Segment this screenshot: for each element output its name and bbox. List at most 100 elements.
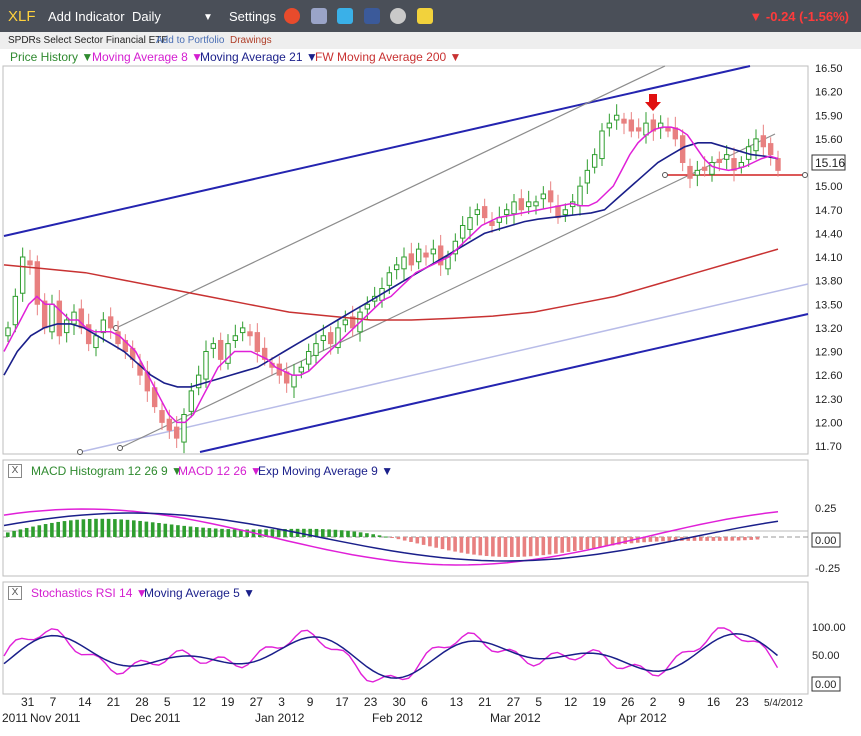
candle (591, 154, 598, 168)
legend-ma200[interactable]: FW Moving Average 200 ▼ (315, 50, 462, 64)
x-tick-label: 2 (650, 695, 657, 709)
candle (239, 327, 246, 334)
macd-histogram-bar (535, 537, 539, 556)
add-indicator-button[interactable]: Add Indicator (48, 9, 125, 24)
macd-histogram-bar (415, 537, 420, 544)
macd-histogram-bar (62, 521, 67, 537)
candle (562, 209, 569, 215)
candle (63, 319, 70, 334)
legend-ma21[interactable]: Moving Average 21 ▼ (200, 50, 318, 64)
macd-histogram-bar (459, 537, 464, 553)
candle (305, 351, 312, 365)
candle (56, 300, 63, 337)
macd-histogram-bar (213, 528, 218, 537)
macd-histogram-bar (132, 520, 136, 537)
candle (188, 390, 195, 412)
macd-histogram-bar (730, 537, 735, 541)
legend-macd[interactable]: MACD 12 26 ▼ (178, 464, 262, 478)
x-tick-label: 16 (707, 695, 721, 709)
note-icon[interactable] (417, 8, 433, 24)
legend-ma8[interactable]: Moving Average 8 ▼ (92, 50, 204, 64)
macd-histogram-bar (163, 523, 168, 537)
candle (723, 154, 730, 160)
candle (41, 300, 48, 329)
candle (217, 339, 224, 360)
alarm-clock-icon[interactable] (284, 8, 300, 24)
legend-stoch-ma5[interactable]: Moving Average 5 ▼ (144, 586, 256, 600)
macd-histogram-bar (673, 537, 678, 541)
price-change: ▼ -0.24 (-1.56%) (749, 9, 849, 24)
macd-histogram-bar (31, 526, 35, 537)
candle (423, 252, 429, 258)
macd-histogram-bar (327, 529, 331, 537)
candle (408, 253, 415, 266)
candle (467, 217, 473, 230)
last-price-box (811, 154, 846, 171)
y-tick-label: 16.20 (815, 87, 843, 99)
y-tick-label: 14.70 (815, 205, 843, 217)
twitter-icon[interactable] (337, 8, 353, 24)
x-tick-label: 13 (450, 695, 464, 709)
candle (100, 319, 107, 334)
candle (195, 374, 202, 389)
macd-histogram-bar (579, 537, 583, 551)
x-tick-label: 12 (192, 695, 206, 709)
add-to-portfolio-link[interactable]: Add to Portfolio (156, 35, 225, 46)
candle (577, 185, 583, 207)
legend-macd-histogram[interactable]: MACD Histogram 12 26 9 ▼ (31, 464, 183, 478)
candle (166, 418, 173, 431)
ma21-line (3, 142, 779, 388)
macd-histogram-bar (409, 537, 413, 542)
candle (210, 343, 217, 349)
x-month-label: Feb 2012 (372, 711, 423, 725)
candle (540, 193, 547, 200)
candle (415, 248, 422, 263)
stoch-ma-line (3, 633, 778, 679)
settings-button[interactable]: Settings (229, 9, 276, 24)
down-arrow-marker (645, 94, 661, 111)
symbol-label[interactable]: XLF (8, 8, 36, 25)
y-tick-label: 12.00 (815, 417, 843, 429)
macd-histogram-bar (755, 537, 760, 540)
close-stoch-icon[interactable]: X (8, 586, 22, 600)
people-icon[interactable] (390, 8, 406, 24)
candle (694, 169, 701, 176)
candle (107, 316, 114, 329)
macd-histogram-bar (736, 537, 741, 541)
drawings-link[interactable]: Drawings (230, 35, 272, 46)
stoch-last-box (811, 676, 841, 692)
macd-histogram-bar (176, 525, 180, 537)
macd-histogram-bar (207, 528, 212, 537)
macd-histogram-bar (497, 537, 501, 557)
macd-histogram-bar (510, 537, 514, 557)
macd-histogram-bar (270, 529, 275, 537)
x-tick-label: 12 (564, 695, 578, 709)
macd-histogram-bar (371, 534, 375, 537)
candle (709, 162, 715, 175)
candle (753, 138, 759, 152)
period-select[interactable]: Daily (132, 9, 161, 24)
macd-histogram-bar (314, 528, 319, 537)
candle (5, 327, 11, 337)
macd-histogram-bar (428, 537, 432, 547)
ma200-line (3, 248, 779, 321)
stoch-last-value: 0.00 (815, 679, 836, 691)
light-trend-line (79, 283, 809, 453)
period-caret-icon[interactable]: ▼ (203, 12, 213, 23)
facebook-icon[interactable] (364, 8, 380, 24)
macd-histogram-bar (276, 529, 281, 537)
macd-histogram-bar (346, 530, 350, 537)
candle (767, 143, 774, 156)
document-icon[interactable] (311, 8, 327, 24)
legend-exp-ma[interactable]: Exp Moving Average 9 ▼ (258, 464, 394, 478)
legend-price-history[interactable]: Price History ▼ (10, 50, 94, 64)
close-macd-icon[interactable]: X (8, 464, 22, 478)
macd-histogram-bar (283, 528, 287, 537)
candle (115, 331, 121, 345)
x-month-label: Mar 2012 (490, 711, 541, 725)
macd-histogram-bar (692, 537, 697, 541)
stoch-y-tick: 50.00 (812, 650, 840, 662)
candle (760, 135, 767, 148)
legend-stoch-rsi[interactable]: Stochastics RSI 14 ▼ (31, 586, 148, 600)
macd-histogram-bar (743, 537, 747, 541)
